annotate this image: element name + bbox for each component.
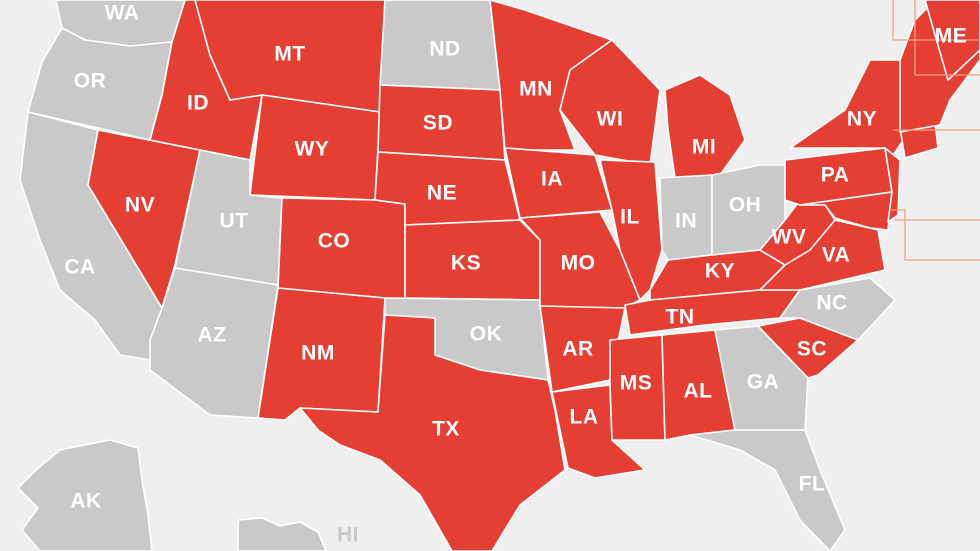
state-label-NC: NC [816, 292, 847, 315]
state-label-ME: ME [935, 25, 968, 48]
state-label-VA: VA [822, 244, 851, 267]
state-label-TN: TN [666, 306, 695, 329]
state-AK[interactable] [17, 439, 153, 551]
state-label-NY: NY [847, 108, 877, 131]
state-label-OH: OH [729, 194, 762, 217]
state-MS[interactable] [609, 334, 666, 441]
state-label-CO: CO [318, 230, 351, 253]
state-label-NM: NM [301, 342, 335, 365]
state-SC[interactable] [757, 317, 859, 379]
state-label-SC: SC [797, 338, 827, 361]
state-label-IL: IL [620, 206, 640, 229]
state-label-AL: AL [684, 380, 713, 403]
state-label-WA: WA [105, 2, 140, 25]
state-label-UT: UT [220, 210, 249, 233]
state-label-WV: WV [772, 226, 807, 249]
state-label-AZ: AZ [198, 324, 227, 347]
state-label-WI: WI [597, 108, 624, 131]
state-TX[interactable] [299, 314, 566, 551]
state-label-OK: OK [470, 323, 503, 346]
state-label-GA: GA [747, 371, 780, 394]
state-GA[interactable] [714, 325, 809, 431]
state-label-AR: AR [562, 338, 593, 361]
state-label-NV: NV [125, 194, 155, 217]
state-label-PA: PA [821, 164, 850, 187]
state-label-MN: MN [519, 78, 553, 101]
state-label-OR: OR [74, 70, 107, 93]
state-label-KY: KY [705, 260, 735, 283]
state-NJ[interactable] [884, 147, 901, 223]
state-label-IA: IA [541, 168, 563, 191]
callout-lines [890, 0, 980, 261]
state-MI[interactable] [664, 74, 746, 179]
state-HI[interactable] [237, 517, 327, 551]
state-label-IN: IN [675, 210, 697, 233]
state-FL[interactable] [689, 429, 846, 551]
state-label-NE: NE [427, 182, 457, 205]
state-label-FL: FL [799, 473, 826, 496]
state-label-MT: MT [274, 43, 305, 66]
state-label-MS: MS [620, 372, 653, 395]
state-label-WY: WY [295, 138, 330, 161]
state-label-TX: TX [432, 418, 460, 441]
state-label-HI: HI [337, 524, 359, 547]
state-label-AK: AK [70, 490, 101, 513]
state-label-SD: SD [423, 112, 453, 135]
state-IL[interactable] [599, 159, 663, 301]
state-label-CA: CA [64, 256, 95, 279]
state-label-LA: LA [570, 406, 599, 429]
state-label-MI: MI [692, 136, 716, 159]
state-label-ND: ND [429, 38, 460, 61]
state-label-ID: ID [187, 92, 209, 115]
state-label-MO: MO [561, 252, 596, 275]
state-label-KS: KS [451, 252, 481, 275]
